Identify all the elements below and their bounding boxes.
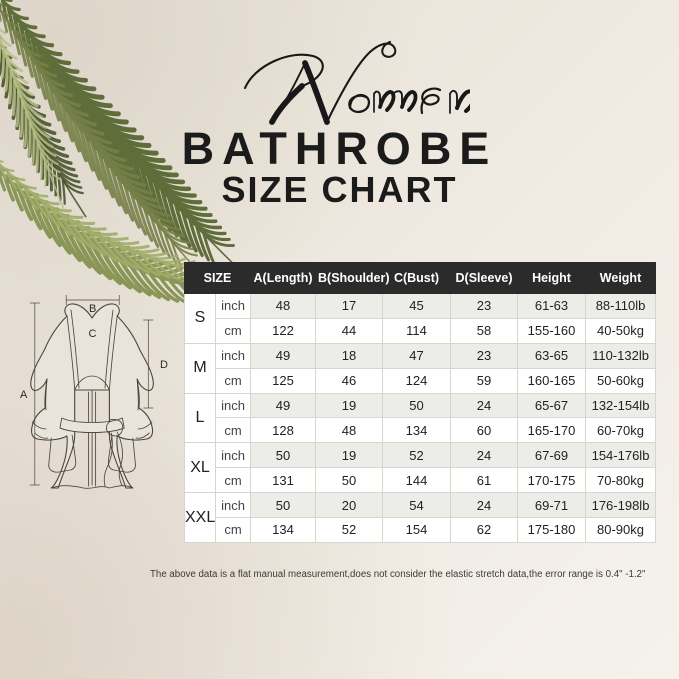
svg-text:A: A — [20, 389, 28, 401]
svg-text:D: D — [160, 359, 168, 371]
svg-text:C: C — [89, 328, 97, 340]
svg-text:B: B — [89, 303, 96, 315]
